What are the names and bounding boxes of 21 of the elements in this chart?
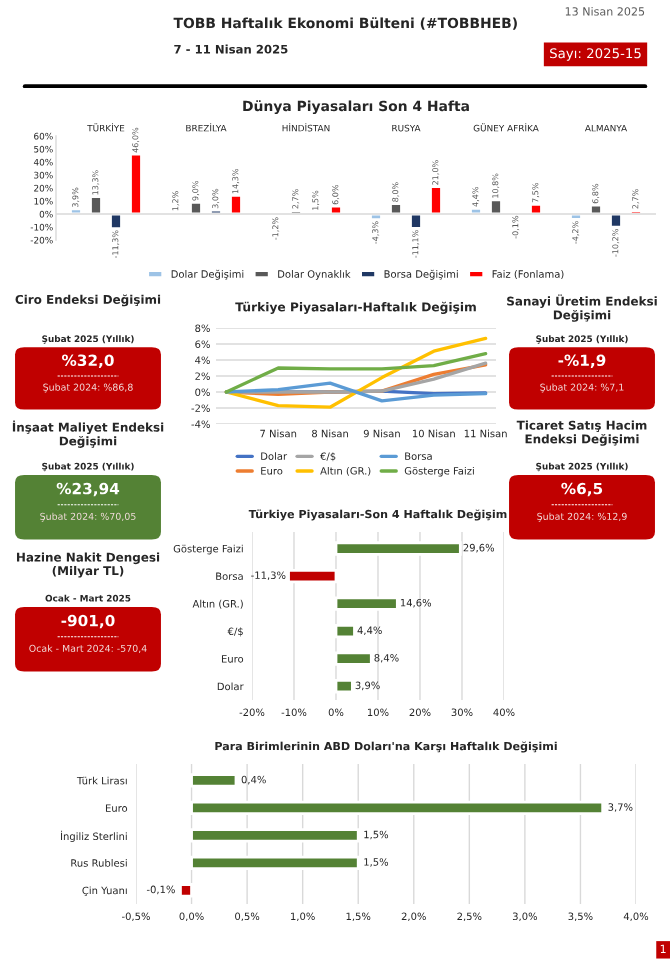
bar xyxy=(190,855,360,870)
bar xyxy=(190,800,605,816)
bar xyxy=(129,152,143,216)
bar xyxy=(287,568,338,584)
bar xyxy=(334,679,354,694)
bar xyxy=(190,828,360,843)
bar xyxy=(334,541,462,556)
bar xyxy=(334,623,356,639)
line-series xyxy=(224,336,488,409)
line-series xyxy=(224,381,488,403)
bar xyxy=(179,883,193,898)
bar xyxy=(429,185,443,216)
bar xyxy=(190,773,238,788)
bar xyxy=(109,212,123,231)
bar xyxy=(89,195,103,216)
bar xyxy=(229,194,243,216)
line-series xyxy=(224,351,488,394)
bar xyxy=(334,596,399,611)
bar xyxy=(409,212,423,230)
bar xyxy=(609,212,623,229)
bar xyxy=(334,651,373,666)
